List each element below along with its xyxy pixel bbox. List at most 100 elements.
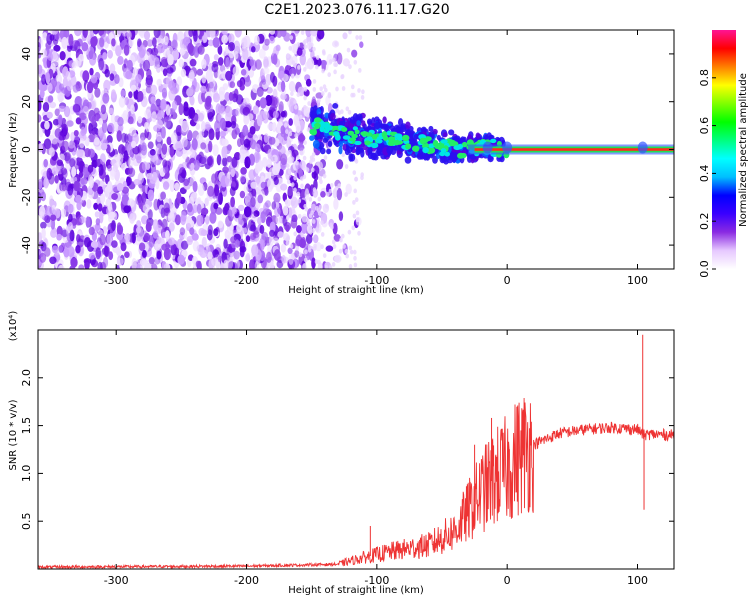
- noise-blob: [333, 234, 341, 242]
- noise-blob: [121, 194, 129, 206]
- noise-blob: [293, 187, 297, 193]
- x-tick-label: 100: [627, 574, 648, 587]
- trace-core: [319, 126, 325, 133]
- noise-blob: [303, 203, 308, 209]
- noise-blob: [146, 39, 154, 47]
- noise-blob: [58, 264, 65, 269]
- noise-blob: [130, 104, 135, 115]
- trace-blob: [384, 124, 389, 134]
- trace-blob: [428, 125, 434, 132]
- noise-blob: [311, 170, 317, 179]
- noise-blob: [196, 197, 202, 207]
- trace-blob: [405, 121, 411, 129]
- noise-blob: [136, 155, 142, 164]
- noise-blob: [153, 198, 159, 211]
- noise-blob: [219, 131, 226, 138]
- noise-blob: [272, 165, 280, 176]
- noise-blob: [312, 87, 317, 92]
- noise-blob: [269, 30, 276, 35]
- noise-blob: [303, 44, 308, 50]
- noise-blob: [156, 236, 162, 245]
- noise-blob: [339, 237, 343, 243]
- noise-blob: [334, 41, 338, 47]
- noise-blob: [58, 245, 64, 252]
- noise-blob: [346, 47, 351, 53]
- noise-blob: [267, 109, 274, 121]
- noise-blob: [303, 105, 307, 110]
- trace-core: [309, 129, 315, 135]
- noise-blob: [263, 56, 269, 68]
- noise-blob: [143, 232, 151, 242]
- x-tick-label: -100: [364, 274, 389, 287]
- noise-blob: [71, 166, 77, 178]
- noise-blob: [116, 222, 122, 232]
- x-tick-label: -300: [104, 574, 129, 587]
- trace-blob: [330, 112, 336, 121]
- noise-blob: [38, 232, 43, 242]
- noise-blob: [315, 64, 319, 70]
- noise-blob: [137, 226, 144, 239]
- noise-blob: [191, 233, 199, 241]
- noise-blob: [294, 133, 298, 139]
- noise-blob: [291, 206, 295, 211]
- noise-blob: [192, 112, 199, 122]
- noise-blob: [38, 99, 42, 112]
- noise-blob: [38, 125, 44, 138]
- noise-blob: [315, 55, 320, 60]
- trace-blob: [408, 137, 415, 145]
- noise-blob: [267, 148, 273, 160]
- noise-blob: [57, 92, 65, 102]
- noise-blob: [303, 95, 307, 101]
- noise-blob: [124, 251, 130, 258]
- noise-blob: [280, 93, 287, 100]
- trace-core: [461, 141, 468, 148]
- noise-blob: [52, 118, 60, 126]
- trace-core: [444, 151, 451, 157]
- trace-blob: [332, 103, 339, 109]
- noise-blob: [296, 125, 301, 131]
- noise-blob: [103, 79, 111, 92]
- noise-blob: [128, 91, 133, 99]
- noise-blob: [38, 64, 43, 75]
- noise-blob: [179, 187, 187, 195]
- noise-blob: [295, 234, 303, 247]
- noise-blob: [341, 152, 346, 158]
- noise-blob: [42, 32, 48, 41]
- trace-core: [351, 133, 358, 139]
- noise-blob: [153, 30, 161, 39]
- noise-blob: [169, 179, 175, 192]
- noise-blob: [341, 86, 346, 91]
- trace-blob: [448, 129, 455, 136]
- noise-blob: [174, 247, 180, 257]
- trace-core: [421, 143, 429, 149]
- noise-blob: [53, 44, 61, 52]
- noise-blob: [80, 177, 88, 185]
- noise-blob: [180, 240, 189, 250]
- noise-blob: [157, 110, 165, 118]
- noise-blob: [237, 138, 242, 148]
- noise-blob: [174, 182, 180, 191]
- noise-blob: [309, 155, 314, 161]
- noise-blob: [311, 257, 316, 269]
- noise-blob: [236, 80, 243, 88]
- noise-blob: [98, 57, 105, 71]
- noise-blob: [168, 237, 176, 246]
- noise-blob: [328, 188, 333, 194]
- noise-blob: [248, 68, 255, 78]
- noise-blob: [351, 49, 358, 58]
- noise-blob: [302, 161, 306, 167]
- noise-blob: [225, 56, 230, 70]
- noise-blob: [56, 159, 63, 167]
- noise-blob: [291, 214, 298, 223]
- noise-blob: [299, 150, 304, 156]
- y-tick-label: 0: [20, 146, 33, 153]
- noise-blob: [280, 80, 286, 93]
- noise-blob: [246, 192, 253, 201]
- trace-blob: [322, 137, 329, 143]
- noise-blob: [306, 112, 310, 118]
- noise-blob: [230, 120, 237, 129]
- noise-blob: [331, 262, 336, 267]
- colorbar-tick-label: 0.6: [698, 117, 711, 135]
- noise-blob: [239, 190, 246, 199]
- noise-blob: [320, 244, 324, 250]
